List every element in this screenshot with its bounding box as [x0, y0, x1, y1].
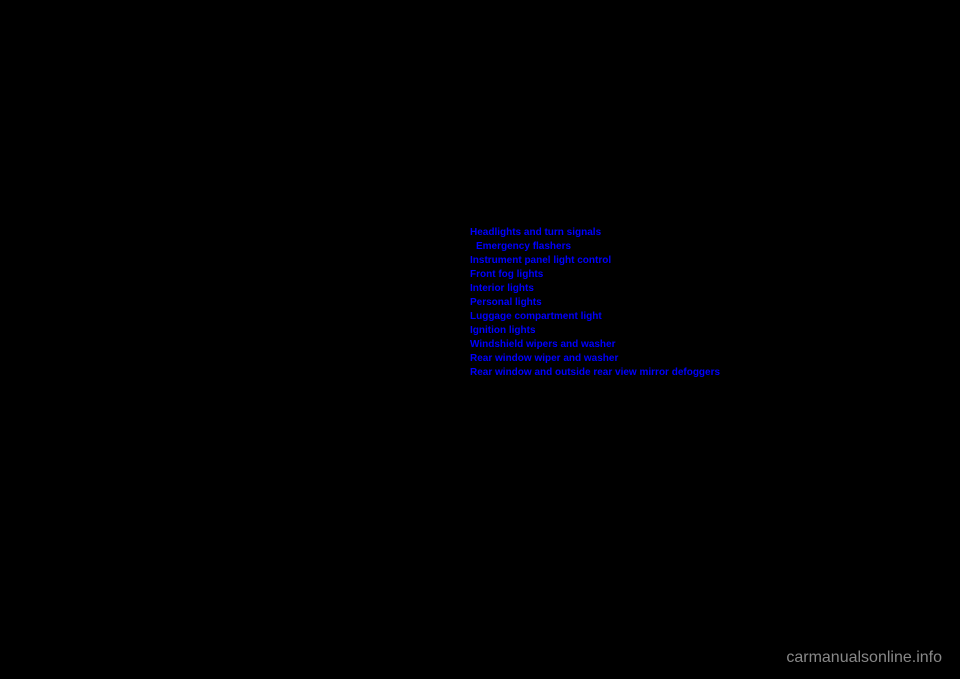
link-ignition-lights[interactable]: Ignition lights: [470, 324, 720, 338]
link-interior-lights[interactable]: Interior lights: [470, 282, 720, 296]
content-links-area: Headlights and turn signals Emergency fl…: [470, 226, 720, 380]
link-instrument-panel[interactable]: Instrument panel light control: [470, 254, 720, 268]
link-headlights[interactable]: Headlights and turn signals: [470, 226, 720, 240]
watermark-text: carmanualsonline.info: [786, 649, 942, 667]
link-windshield-wipers[interactable]: Windshield wipers and washer: [470, 338, 720, 352]
link-rear-window-wiper[interactable]: Rear window wiper and washer: [470, 352, 720, 366]
link-emergency-flashers[interactable]: Emergency flashers: [470, 240, 720, 254]
link-front-fog-lights[interactable]: Front fog lights: [470, 268, 720, 282]
link-rear-window-defoggers[interactable]: Rear window and outside rear view mirror…: [470, 366, 720, 380]
link-personal-lights[interactable]: Personal lights: [470, 296, 720, 310]
link-luggage-compartment[interactable]: Luggage compartment light: [470, 310, 720, 324]
